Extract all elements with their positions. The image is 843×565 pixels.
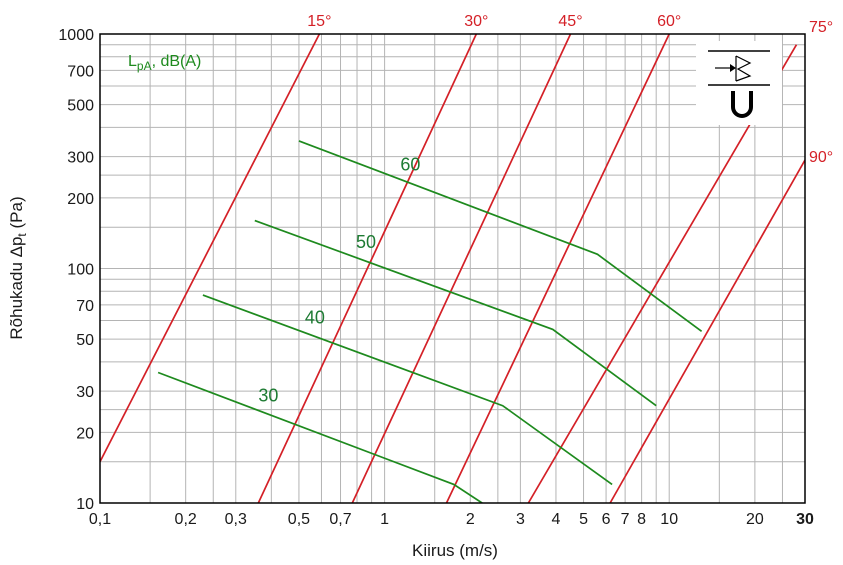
x-tick-label: 8 — [637, 511, 646, 528]
y-axis-title: Rõhukadu Δpt (Pa) — [7, 196, 29, 339]
angle-label: 60° — [657, 13, 681, 30]
y-tick-label: 500 — [67, 98, 94, 115]
sound-level-label: 40 — [305, 307, 325, 327]
legend-label: LpA, dB(A) — [128, 53, 201, 73]
x-tick-label: 20 — [746, 511, 764, 528]
sound-level-labels: 30 40 50 60 — [258, 154, 420, 405]
y-tick-label: 70 — [76, 298, 94, 315]
y-tick-label: 50 — [76, 332, 94, 349]
sound-level-label: 30 — [258, 385, 278, 405]
angle-line-45deg — [351, 34, 572, 503]
sound-curve-50 — [254, 219, 657, 407]
angle-line-15deg — [100, 34, 321, 463]
sound-curve-30 — [157, 371, 483, 503]
sound-level-label: 50 — [356, 232, 376, 252]
plot-frame — [99, 33, 806, 504]
x-tick-label: 0,5 — [288, 511, 310, 528]
grid — [100, 33, 806, 503]
y-tick-label: 300 — [67, 150, 94, 167]
sound-curve-40 — [202, 294, 613, 486]
x-axis-title: Kiirus (m/s) — [412, 541, 498, 560]
y-tick-label: 10 — [76, 496, 94, 513]
y-tick-label: 200 — [67, 191, 94, 208]
x-tick-label: 0,3 — [225, 511, 247, 528]
x-tick-label: 5 — [579, 511, 588, 528]
y-tick-label: 100 — [67, 262, 94, 279]
angle-labels: 15° 30° 45° 60° 75° 90° — [307, 13, 833, 166]
angle-label: 75° — [809, 19, 833, 36]
angle-label: 45° — [558, 13, 582, 30]
angle-line-60deg — [445, 34, 670, 503]
sound-curves — [157, 140, 703, 503]
angle-label: 90° — [809, 149, 833, 166]
angle-label: 15° — [307, 13, 331, 30]
x-tick-label: 0,2 — [175, 511, 197, 528]
y-tick-label: 700 — [67, 63, 94, 80]
x-tick-label: 6 — [602, 511, 611, 528]
x-tick-label: 1 — [380, 511, 389, 528]
y-tick-labels: 10 20 30 50 70 100 200 300 500 700 1000 — [58, 27, 94, 513]
x-tick-label: 3 — [516, 511, 525, 528]
sound-level-label: 60 — [400, 154, 420, 174]
x-tick-label: 0,1 — [89, 511, 111, 528]
x-tick-labels: 0,1 0,2 0,3 0,5 0,7 1 2 3 4 5 6 7 8 10 20 30 — [89, 511, 814, 528]
sound-curve-60 — [298, 140, 703, 332]
x-tick-label: 7 — [621, 511, 630, 528]
y-axis-title-subscript: t — [15, 233, 29, 237]
y-tick-label: 30 — [76, 384, 94, 401]
x-tick-label: 4 — [552, 511, 561, 528]
x-tick-label: 30 — [796, 511, 814, 528]
x-tick-label: 2 — [466, 511, 475, 528]
manometer-icon — [696, 41, 782, 125]
y-tick-label: 20 — [76, 425, 94, 442]
angle-line-90deg — [609, 159, 805, 503]
x-tick-label: 0,7 — [329, 511, 351, 528]
x-tick-label: 10 — [660, 511, 678, 528]
y-tick-label: 1000 — [58, 27, 94, 44]
angle-label: 30° — [464, 13, 488, 30]
